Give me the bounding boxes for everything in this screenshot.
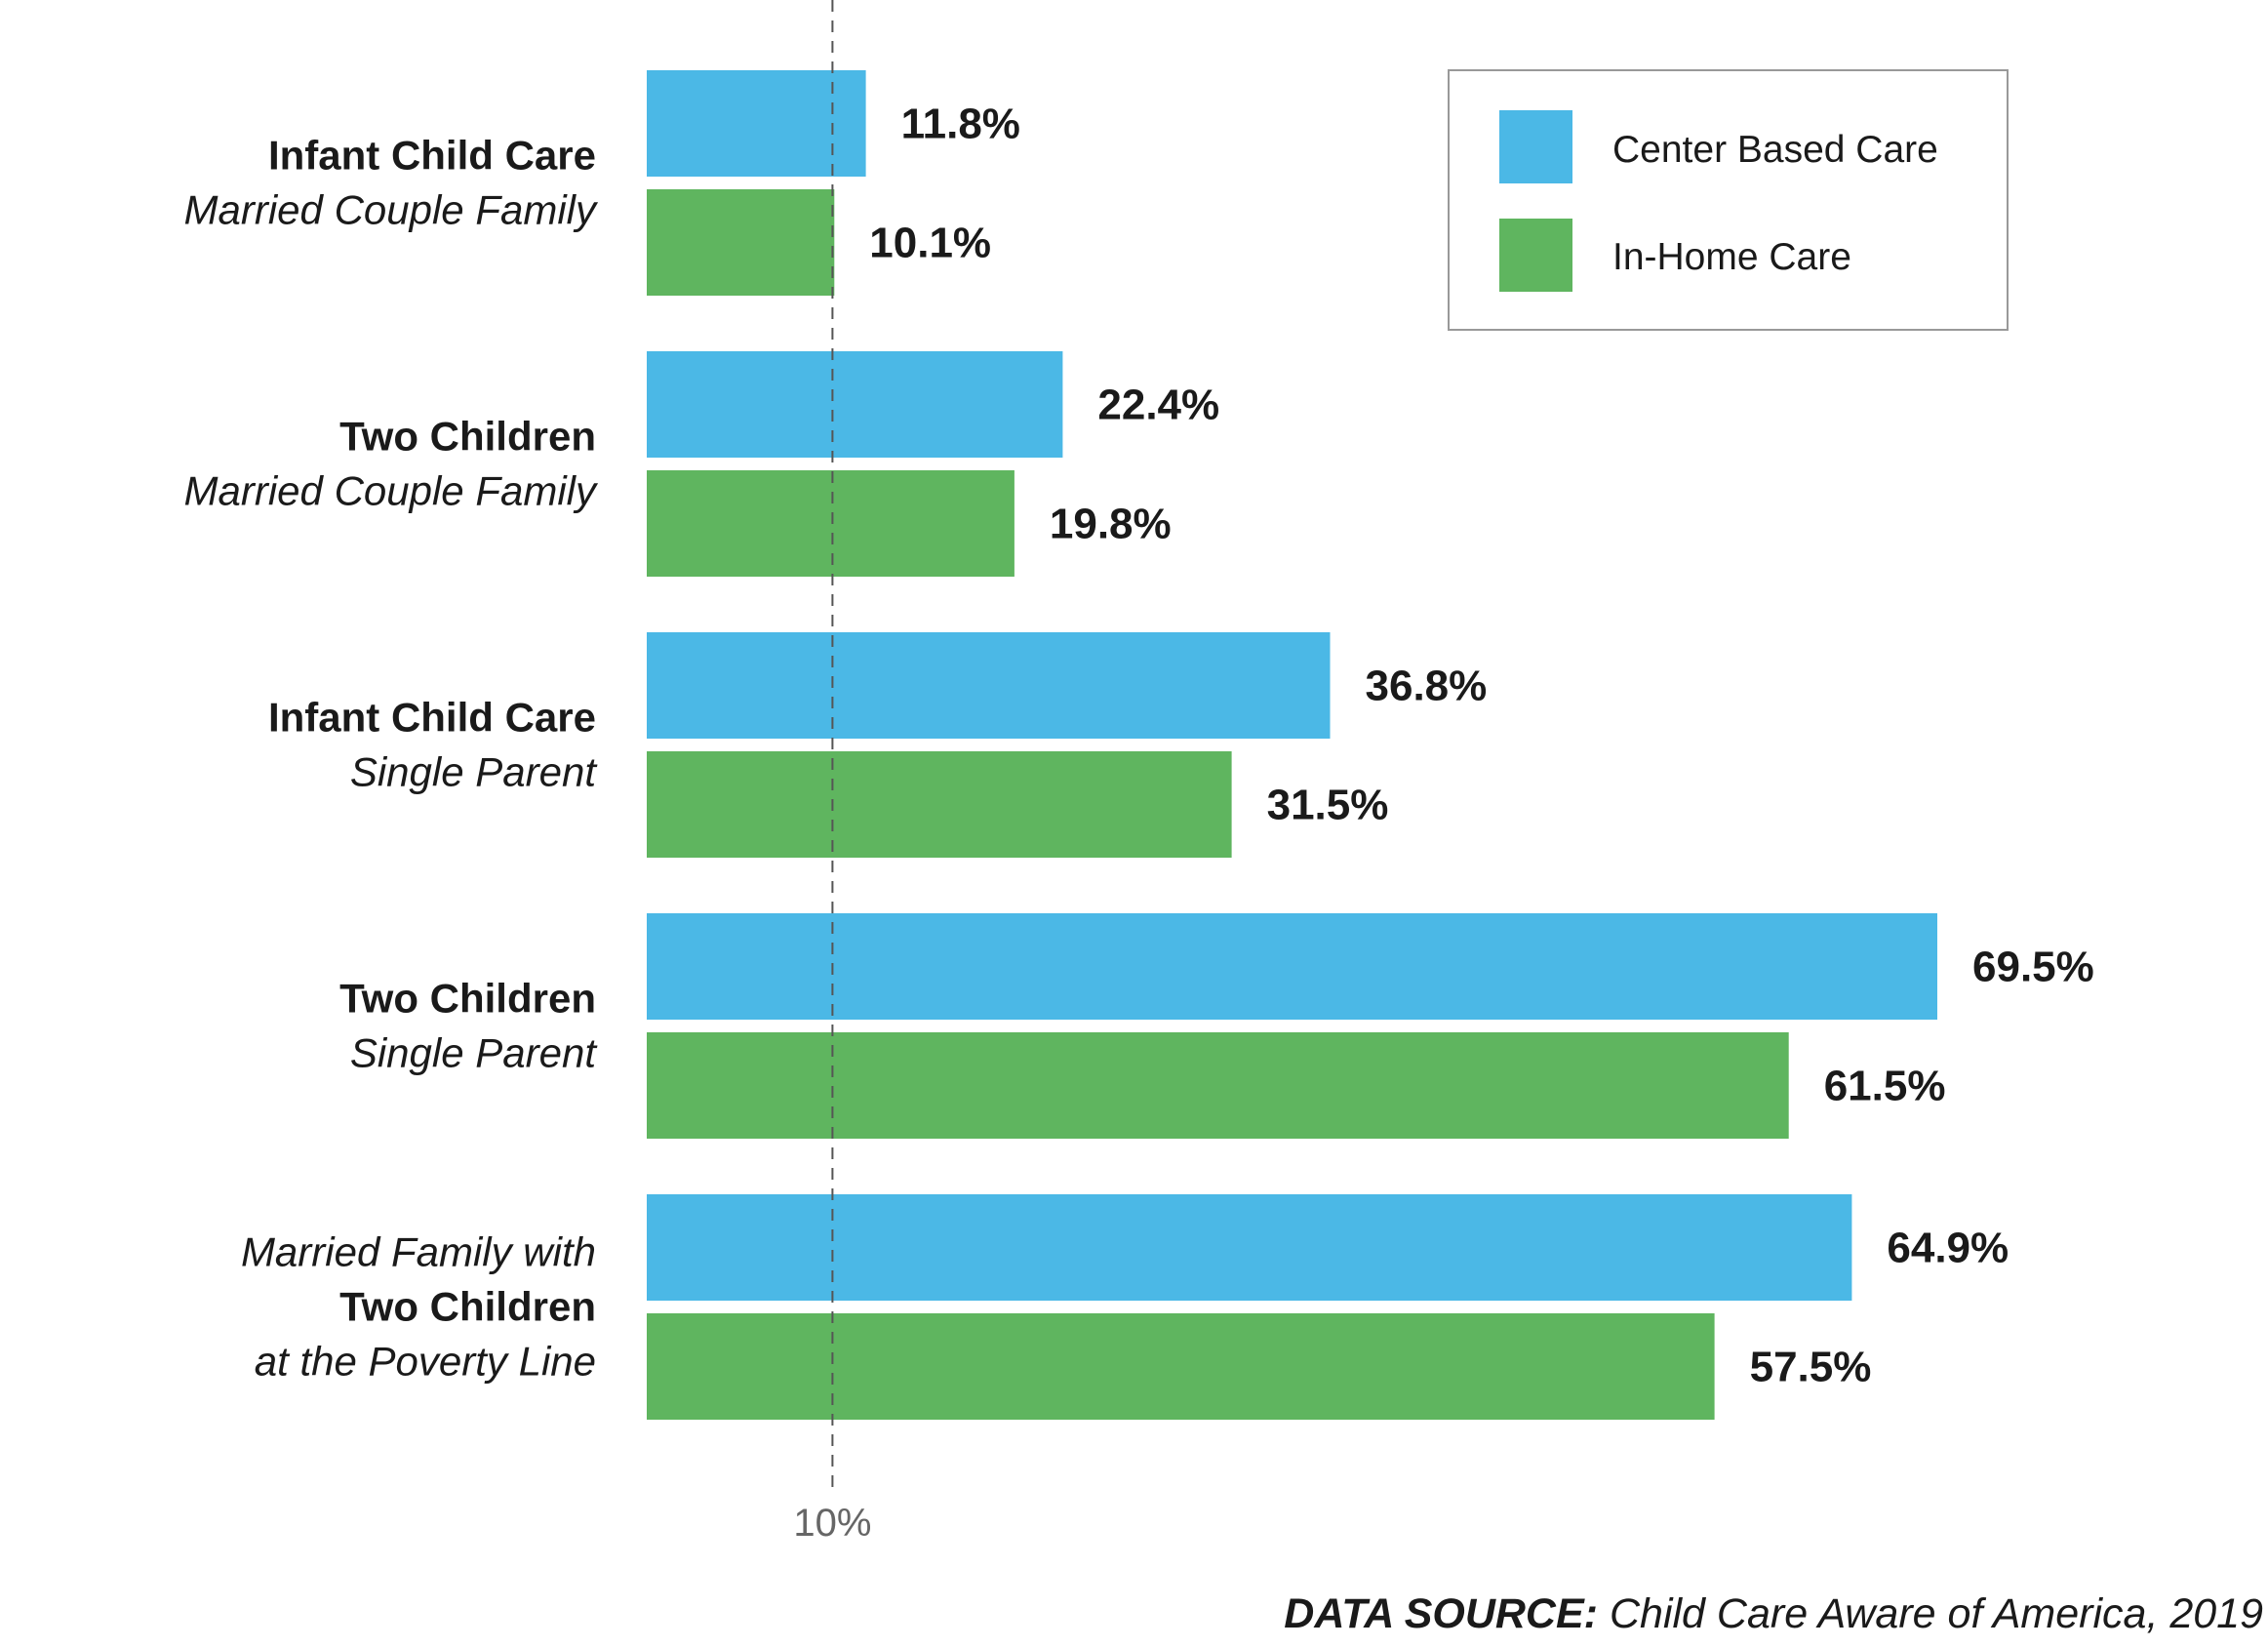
category-label-3-line-2: Single Parent <box>350 749 598 795</box>
bar-in-home-2 <box>647 470 1015 577</box>
bar-in-home-5 <box>647 1313 1715 1420</box>
value-label-in-home-4: 61.5% <box>1824 1063 1946 1110</box>
bar-in-home-4 <box>647 1032 1789 1139</box>
value-label-center-based-5: 64.9% <box>1887 1225 2009 1272</box>
bar-in-home-3 <box>647 751 1232 858</box>
reference-line-group: 10% <box>793 0 871 1545</box>
category-labels-group: Infant Child Care Married Couple Family Tw… <box>184 133 599 1385</box>
reference-tick-label: 10% <box>793 1502 871 1545</box>
category-label-1-line-2: Married Couple Family <box>184 187 599 233</box>
bar-center-based-3 <box>647 632 1331 739</box>
category-label-5-line-2: Two Children <box>339 1284 596 1330</box>
value-label-center-based-3: 36.8% <box>1366 663 1488 710</box>
category-label-5-line-3: at the Poverty Line <box>255 1339 596 1385</box>
category-label-4-line-1: Two Children <box>339 976 596 1022</box>
category-label-4-line-2: Single Parent <box>350 1030 598 1076</box>
legend: Center Based Care In-Home Care <box>1448 69 2009 331</box>
legend-swatch-in-home <box>1499 219 1572 292</box>
legend-label-in-home: In-Home Care <box>1612 236 1851 278</box>
value-labels-group: 11.8% 22.4% 36.8% 69.5% 64.9% 10.1% 19.8% 31.5%… <box>869 100 2093 1391</box>
category-label-2-line-2: Married Couple Family <box>184 468 599 514</box>
value-label-in-home-2: 19.8% <box>1050 501 1172 548</box>
legend-label-center-based: Center Based Care <box>1612 129 1938 171</box>
bar-center-based-1 <box>647 70 866 177</box>
data-source: DATA SOURCE: Child Care Aware of America,… <box>1284 1590 2263 1637</box>
bar-center-based-4 <box>647 913 1937 1020</box>
category-label-5-line-1: Married Family with <box>241 1229 596 1275</box>
value-label-center-based-4: 69.5% <box>1972 944 2094 991</box>
data-source-label: DATA SOURCE: <box>1284 1590 1598 1637</box>
category-label-3-line-1: Infant Child Care <box>268 695 596 741</box>
bars-group <box>647 70 1937 1420</box>
data-source-text: Child Care Aware of America, 2019 <box>1610 1590 2263 1637</box>
category-label-2-line-1: Two Children <box>339 414 596 460</box>
legend-frame <box>1448 69 2009 331</box>
value-label-center-based-1: 11.8% <box>901 100 1020 148</box>
value-label-in-home-3: 31.5% <box>1267 782 1389 829</box>
bar-in-home-1 <box>647 189 835 296</box>
legend-swatch-center-based <box>1499 110 1572 183</box>
value-label-in-home-5: 57.5% <box>1750 1344 1872 1391</box>
value-label-center-based-2: 22.4% <box>1097 382 1219 429</box>
bar-center-based-2 <box>647 351 1063 458</box>
value-label-in-home-1: 10.1% <box>869 220 991 267</box>
category-label-1-line-1: Infant Child Care <box>268 133 596 179</box>
bar-center-based-5 <box>647 1194 1852 1301</box>
